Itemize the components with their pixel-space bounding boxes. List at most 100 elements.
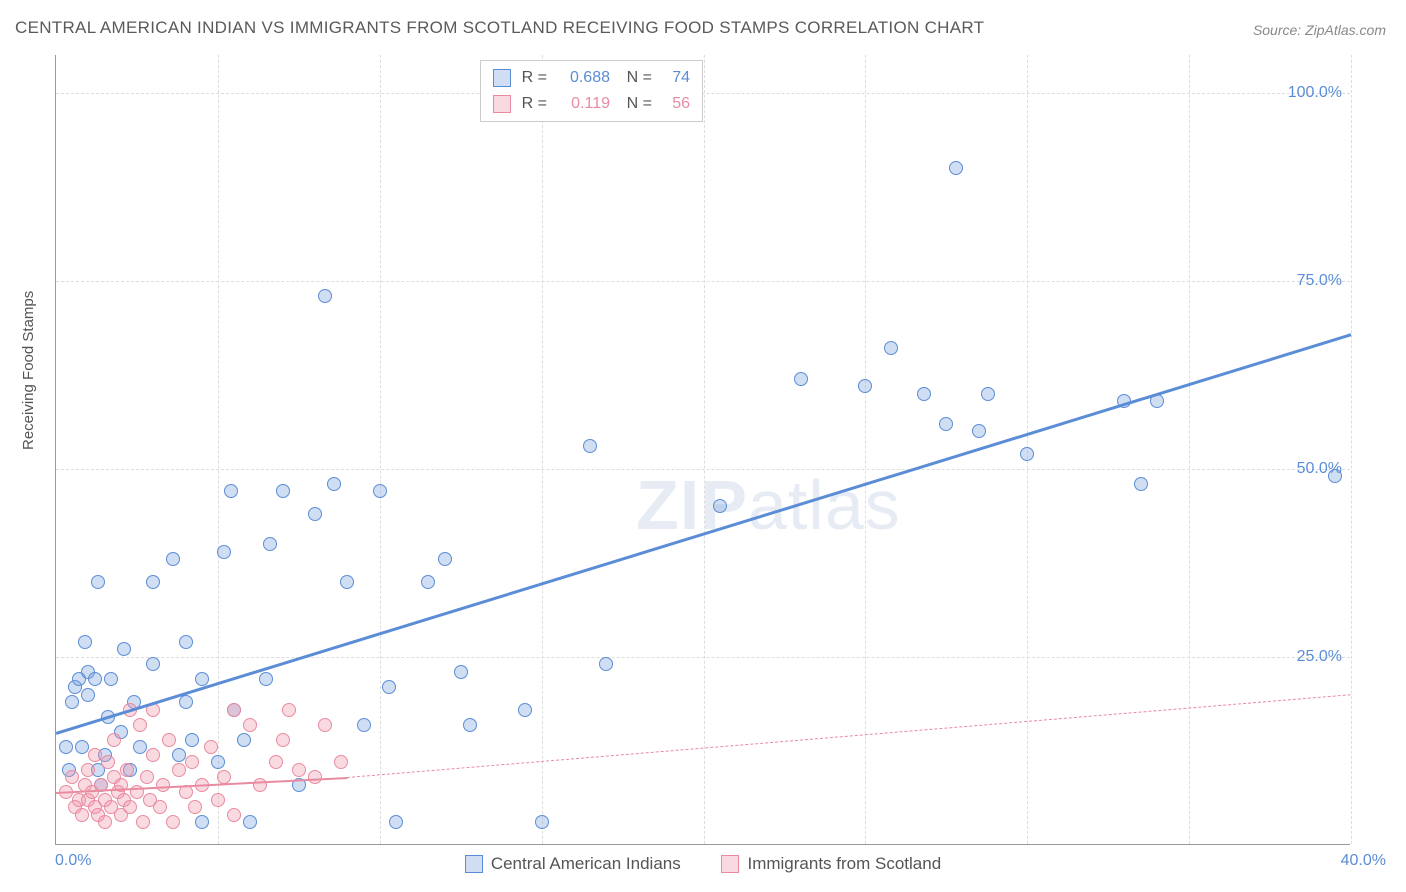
data-point bbox=[463, 718, 477, 732]
data-point bbox=[107, 733, 121, 747]
data-point bbox=[939, 417, 953, 431]
data-point bbox=[146, 575, 160, 589]
legend-item-2: Immigrants from Scotland bbox=[721, 854, 941, 874]
chart-title: CENTRAL AMERICAN INDIAN VS IMMIGRANTS FR… bbox=[15, 18, 984, 38]
gridline-v bbox=[1189, 55, 1190, 844]
legend-n-label-2: N = bbox=[618, 95, 652, 113]
data-point bbox=[1020, 447, 1034, 461]
legend-series: Central American Indians Immigrants from… bbox=[0, 854, 1406, 878]
data-point bbox=[438, 552, 452, 566]
data-point bbox=[188, 800, 202, 814]
data-point bbox=[981, 387, 995, 401]
data-point bbox=[318, 718, 332, 732]
legend-swatch-2 bbox=[721, 855, 739, 873]
data-point bbox=[88, 748, 102, 762]
legend-swatch-series-2 bbox=[493, 95, 511, 113]
data-point bbox=[179, 635, 193, 649]
data-point bbox=[794, 372, 808, 386]
gridline-v bbox=[218, 55, 219, 844]
data-point bbox=[211, 793, 225, 807]
data-point bbox=[217, 545, 231, 559]
data-point bbox=[179, 695, 193, 709]
data-point bbox=[237, 733, 251, 747]
data-point bbox=[583, 439, 597, 453]
data-point bbox=[308, 507, 322, 521]
legend-stats-row-1: R = 0.688 N = 74 bbox=[493, 65, 690, 91]
data-point bbox=[599, 657, 613, 671]
legend-swatch-series-1 bbox=[493, 69, 511, 87]
y-tick-label: 25.0% bbox=[1297, 648, 1342, 666]
data-point bbox=[65, 695, 79, 709]
gridline-v bbox=[1351, 55, 1352, 844]
data-point bbox=[123, 800, 137, 814]
watermark-bold: ZIP bbox=[636, 466, 748, 544]
legend-label-2: Immigrants from Scotland bbox=[747, 854, 941, 874]
data-point bbox=[81, 763, 95, 777]
data-point bbox=[227, 808, 241, 822]
data-point bbox=[243, 815, 257, 829]
data-point bbox=[88, 672, 102, 686]
data-point bbox=[120, 763, 134, 777]
data-point bbox=[334, 755, 348, 769]
data-point bbox=[421, 575, 435, 589]
legend-n-label-1: N = bbox=[618, 69, 652, 87]
y-tick-label: 75.0% bbox=[1297, 272, 1342, 290]
data-point bbox=[269, 755, 283, 769]
data-point bbox=[98, 815, 112, 829]
data-point bbox=[318, 289, 332, 303]
gridline-v bbox=[542, 55, 543, 844]
data-point bbox=[117, 642, 131, 656]
y-axis-label: Receiving Food Stamps bbox=[20, 291, 37, 450]
data-point bbox=[59, 740, 73, 754]
data-point bbox=[91, 575, 105, 589]
legend-stats: R = 0.688 N = 74 R = 0.119 N = 56 bbox=[480, 60, 703, 122]
data-point bbox=[146, 748, 160, 762]
data-point bbox=[292, 763, 306, 777]
data-point bbox=[204, 740, 218, 754]
data-point bbox=[162, 733, 176, 747]
data-point bbox=[276, 484, 290, 498]
data-point bbox=[153, 800, 167, 814]
data-point bbox=[1134, 477, 1148, 491]
data-point bbox=[282, 703, 296, 717]
data-point bbox=[535, 815, 549, 829]
data-point bbox=[185, 733, 199, 747]
data-point bbox=[972, 424, 986, 438]
legend-r-value-2: 0.119 bbox=[555, 95, 610, 113]
data-point bbox=[146, 657, 160, 671]
data-point bbox=[327, 477, 341, 491]
data-point bbox=[172, 748, 186, 762]
data-point bbox=[166, 815, 180, 829]
data-point bbox=[104, 672, 118, 686]
data-point bbox=[78, 635, 92, 649]
data-point bbox=[172, 763, 186, 777]
data-point bbox=[373, 484, 387, 498]
data-point bbox=[340, 575, 354, 589]
legend-r-label-2: R = bbox=[519, 95, 547, 113]
data-point bbox=[389, 815, 403, 829]
legend-n-value-2: 56 bbox=[660, 95, 690, 113]
data-point bbox=[211, 755, 225, 769]
data-point bbox=[1328, 469, 1342, 483]
data-point bbox=[308, 770, 322, 784]
legend-swatch-1 bbox=[465, 855, 483, 873]
data-point bbox=[357, 718, 371, 732]
data-point bbox=[185, 755, 199, 769]
data-point bbox=[917, 387, 931, 401]
data-point bbox=[454, 665, 468, 679]
watermark: ZIPatlas bbox=[636, 465, 901, 545]
data-point bbox=[518, 703, 532, 717]
legend-item-1: Central American Indians bbox=[465, 854, 681, 874]
legend-r-value-1: 0.688 bbox=[555, 69, 610, 87]
data-point bbox=[133, 718, 147, 732]
data-point bbox=[101, 755, 115, 769]
data-point bbox=[65, 770, 79, 784]
data-point bbox=[75, 740, 89, 754]
data-point bbox=[81, 688, 95, 702]
data-point bbox=[382, 680, 396, 694]
gridline-v bbox=[704, 55, 705, 844]
data-point bbox=[133, 740, 147, 754]
data-point bbox=[136, 815, 150, 829]
data-point bbox=[713, 499, 727, 513]
data-point bbox=[253, 778, 267, 792]
